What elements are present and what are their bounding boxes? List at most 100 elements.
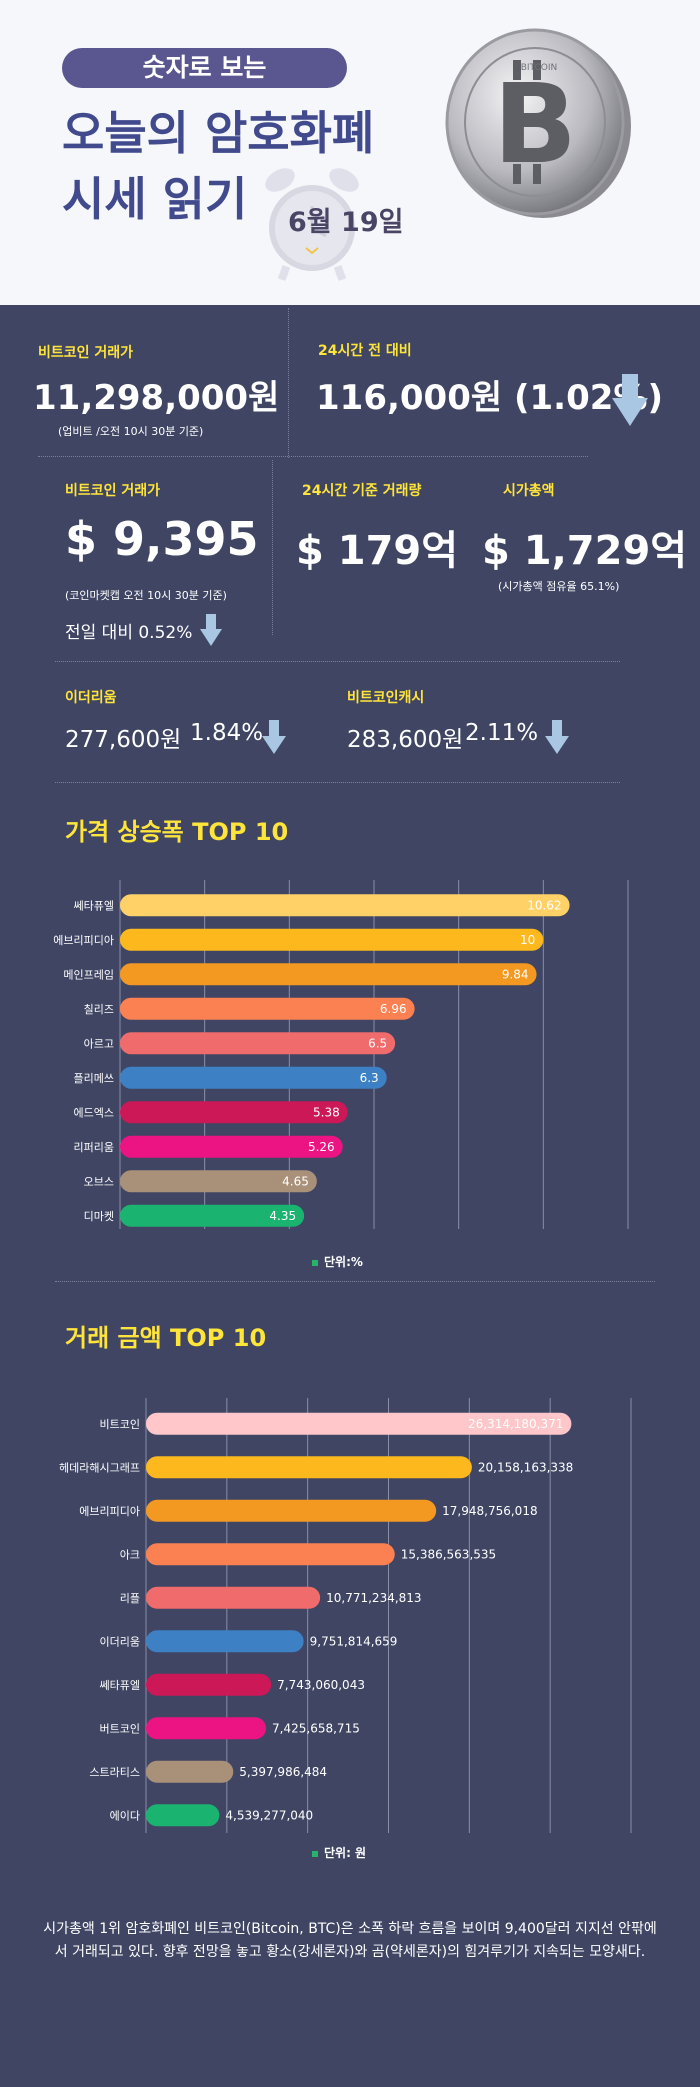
eth-label: 이더리움: [65, 690, 117, 706]
volume-label: 24시간 기준 거래량: [302, 483, 422, 499]
upbit-price: 11,298,000원: [33, 378, 280, 418]
category-label: 리플: [120, 1592, 140, 1605]
cmc-label: 비트코인 거래가: [65, 483, 161, 499]
data-label: 10: [520, 933, 535, 947]
divider-vertical-1: [288, 308, 289, 458]
data-label: 4,539,277,040: [225, 1808, 313, 1822]
bar: [146, 1717, 267, 1740]
data-label: 9,751,814,659: [310, 1634, 398, 1648]
divider-vertical-2: [272, 460, 273, 635]
category-label: 쎄타퓨엘: [74, 899, 114, 912]
title-line-2: 시세 읽기: [62, 172, 248, 226]
bar: [120, 928, 544, 951]
data-label: 9.84: [502, 967, 529, 981]
category-label: 아크: [120, 1548, 140, 1561]
bar: [146, 1630, 304, 1653]
change24-label: 24시간 전 대비: [318, 343, 412, 359]
category-label: 에브리피디아: [79, 1505, 140, 1518]
cmc-price: $ 9,395: [65, 512, 259, 566]
chart1-unit: 단위:%: [312, 1253, 363, 1270]
eth-pct: 1.84%: [190, 720, 264, 746]
header-banner: 숫자로 보는 오늘의 암호화폐 시세 읽기 6월 19일 B BITCOIN: [0, 0, 700, 305]
bar: [146, 1804, 220, 1827]
data-label: 5.26: [308, 1140, 335, 1154]
bar: [120, 1170, 317, 1193]
trade-volume-chart: 비트코인 26,314,180,371 헤데라해시그래프 20,158,163,338…: [59, 1398, 632, 1833]
data-label: 7,743,060,043: [277, 1678, 365, 1692]
coin-text: BITCOIN: [521, 63, 558, 73]
bar: [146, 1456, 472, 1479]
title-line-1: 오늘의 암호화폐: [62, 106, 375, 160]
price-increase-chart: 쎄타퓨엘 10.62 에브리피디아 10 메인프레임 9.84 칠리즈 6.96 아르고 6.5 플…: [53, 880, 629, 1229]
down-arrow-icon: [200, 614, 222, 646]
category-label: 오브스: [84, 1175, 114, 1188]
chart2-container: 비트코인 26,314,180,371 헤데라해시그래프 20,158,163,338…: [0, 1398, 700, 1838]
category-label: 에이다: [110, 1809, 140, 1822]
bar: [120, 1204, 305, 1227]
date-label: 6월 19일: [288, 207, 404, 238]
bar: [120, 1032, 396, 1055]
cmc-note: (코인마켓캡 오전 10시 30분 기준): [65, 589, 227, 602]
cmc-prev: 전일 대비 0.52%: [65, 623, 193, 643]
change24-value: 116,000원 (1.02%): [316, 378, 664, 418]
data-label: 7,425,658,715: [272, 1721, 360, 1735]
bar: [146, 1586, 321, 1609]
data-label: 10.62: [527, 898, 561, 912]
divider-horizontal-3: [55, 782, 620, 783]
bch-price: 283,600원: [347, 727, 464, 753]
bch-pct: 2.11%: [465, 720, 539, 746]
data-label: 6.3: [360, 1071, 379, 1085]
chart2-title: 거래 금액 TOP 10: [65, 1324, 267, 1352]
page-title: 오늘의 암호화폐 시세 읽기: [62, 100, 374, 232]
category-label: 메인프레임: [63, 968, 114, 981]
bch-label: 비트코인캐시: [347, 690, 425, 706]
category-label: 쎄타퓨엘: [100, 1679, 140, 1692]
bar: [120, 963, 537, 986]
data-label: 5,397,986,484: [239, 1765, 327, 1779]
header-pill: 숫자로 보는: [62, 48, 347, 88]
category-label: 에드엑스: [74, 1106, 114, 1119]
divider-horizontal-4: [55, 1281, 655, 1282]
data-label: 4.35: [269, 1209, 296, 1223]
bar: [120, 894, 570, 917]
chart1-title: 가격 상승폭 TOP 10: [65, 818, 289, 846]
data-label: 10,771,234,813: [326, 1591, 421, 1605]
category-label: 스트라티스: [89, 1766, 140, 1779]
category-label: 아르고: [84, 1037, 114, 1050]
divider-horizontal-2: [55, 661, 620, 662]
down-arrow-icon: [612, 374, 648, 426]
eth-price: 277,600원: [65, 727, 182, 753]
bar: [120, 1101, 348, 1124]
bar: [120, 1135, 343, 1158]
category-label: 리퍼리움: [74, 1141, 114, 1154]
bar: [120, 1066, 387, 1089]
chart2-unit-text: 단위: 원: [324, 1846, 367, 1860]
alarm-clock-icon: [265, 168, 359, 281]
down-arrow-icon: [262, 720, 286, 754]
marketcap-label: 시가총액: [503, 483, 555, 499]
category-label: 이더리움: [100, 1635, 140, 1648]
summary-paragraph: 시가총액 1위 암호화폐인 비트코인(Bitcoin, BTC)은 소폭 하락 …: [43, 1921, 657, 1960]
volume-value: $ 179억: [296, 528, 459, 574]
data-label: 6.5: [368, 1036, 387, 1050]
marketcap-value: $ 1,729억: [482, 528, 688, 574]
chart2-unit: 단위: 원: [312, 1844, 366, 1861]
data-label: 5.38: [313, 1105, 340, 1119]
upbit-note: (업비트 /오전 10시 30분 기준): [58, 425, 204, 438]
category-label: 비트코인: [100, 1418, 140, 1431]
category-label: 에브리피디아: [53, 934, 114, 947]
data-label: 4.65: [282, 1174, 309, 1188]
data-label: 15,386,563,535: [401, 1547, 496, 1561]
bar: [146, 1412, 572, 1435]
upbit-label: 비트코인 거래가: [38, 345, 134, 361]
bar: [120, 997, 415, 1020]
bar: [146, 1673, 272, 1696]
category-label: 칠리즈: [84, 1003, 114, 1016]
marketcap-note: (시가총액 점유율 65.1%): [498, 580, 620, 593]
data-label: 6.96: [380, 1002, 407, 1016]
chart1-unit-text: 단위:%: [324, 1255, 363, 1269]
data-label: 20,158,163,338: [478, 1460, 573, 1474]
category-label: 플리메쓰: [74, 1072, 114, 1085]
bar: [146, 1760, 234, 1783]
chart1-container: 쎄타퓨엘 10.62 에브리피디아 10 메인프레임 9.84 칠리즈 6.96 아르고 6.5 플…: [0, 880, 700, 1240]
